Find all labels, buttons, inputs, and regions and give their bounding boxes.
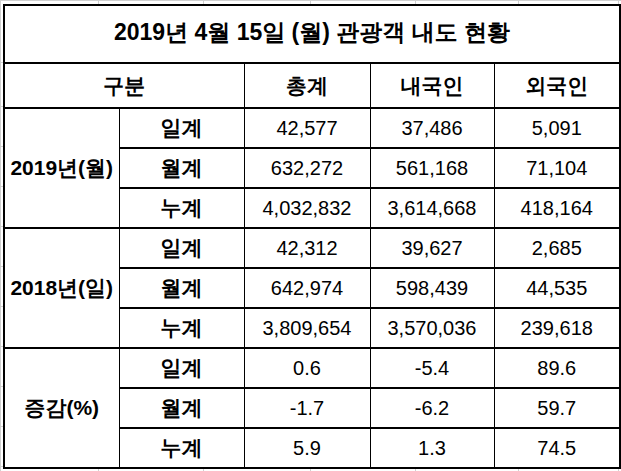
row-label: 월계 <box>119 148 244 188</box>
value-cell: 4,032,832 <box>244 188 370 228</box>
value-cell: 418,164 <box>494 188 620 228</box>
value-cell: -1.7 <box>244 388 370 428</box>
value-cell: 2,685 <box>494 228 620 268</box>
row-label: 월계 <box>119 268 244 308</box>
value-cell: 71,104 <box>494 148 620 188</box>
value-cell: 39,627 <box>370 228 494 268</box>
row-label: 일계 <box>119 348 244 388</box>
row-label: 일계 <box>119 228 244 268</box>
row-label: 월계 <box>119 388 244 428</box>
value-cell: 59.7 <box>494 388 620 428</box>
value-cell: 642,974 <box>244 268 370 308</box>
value-cell: 37,486 <box>370 108 494 148</box>
value-cell: 3,570,036 <box>370 308 494 348</box>
group-label-2019: 2019년(월) <box>4 108 119 228</box>
row-label: 누계 <box>119 308 244 348</box>
group-label-change: 증감(%) <box>4 348 119 468</box>
header-foreign: 외국인 <box>494 63 620 108</box>
value-cell: 561,168 <box>370 148 494 188</box>
value-cell: 42,312 <box>244 228 370 268</box>
tourist-arrivals-table: 2019년 4월 15일 (월) 관광객 내도 현황 구분 총계 내국인 외국인… <box>3 4 621 469</box>
header-gubun: 구분 <box>4 63 244 108</box>
value-cell: 239,618 <box>494 308 620 348</box>
row-label: 일계 <box>119 108 244 148</box>
spreadsheet-canvas: 2019년 4월 15일 (월) 관광객 내도 현황 구분 총계 내국인 외국인… <box>0 0 621 471</box>
value-cell: 0.6 <box>244 348 370 388</box>
value-cell: 5,091 <box>494 108 620 148</box>
header-domestic: 내국인 <box>370 63 494 108</box>
value-cell: 5.9 <box>244 428 370 468</box>
value-cell: 1.3 <box>370 428 494 468</box>
value-cell: 44,535 <box>494 268 620 308</box>
value-cell: -6.2 <box>370 388 494 428</box>
value-cell: 89.6 <box>494 348 620 388</box>
group-label-2018: 2018년(일) <box>4 228 119 348</box>
value-cell: 3,809,654 <box>244 308 370 348</box>
value-cell: 42,577 <box>244 108 370 148</box>
header-total: 총계 <box>244 63 370 108</box>
value-cell: 3,614,668 <box>370 188 494 228</box>
value-cell: 74.5 <box>494 428 620 468</box>
value-cell: 598,439 <box>370 268 494 308</box>
value-cell: -5.4 <box>370 348 494 388</box>
spreadsheet-gridline <box>0 0 1 471</box>
value-cell: 632,272 <box>244 148 370 188</box>
table-title: 2019년 4월 15일 (월) 관광객 내도 현황 <box>4 5 620 63</box>
row-label: 누계 <box>119 428 244 468</box>
row-label: 누계 <box>119 188 244 228</box>
